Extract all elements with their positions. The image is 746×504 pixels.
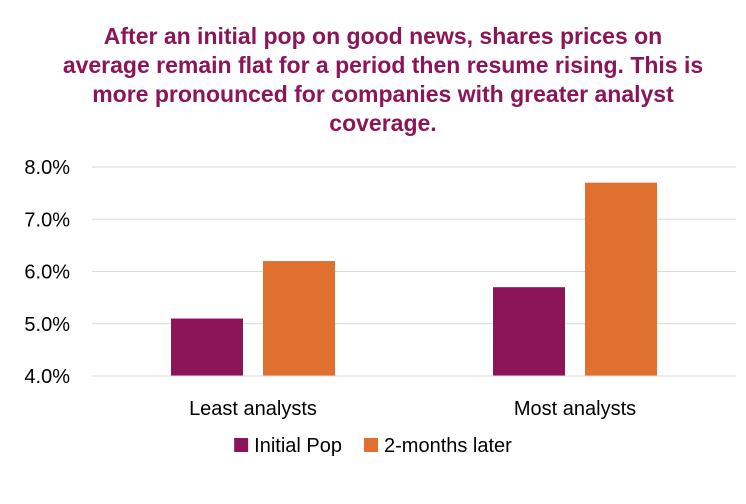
bar-2-months-later-0 xyxy=(263,261,335,376)
y-tick-label: 4.0% xyxy=(24,366,70,388)
x-category-label: Most analysts xyxy=(514,398,636,420)
bar-initial-pop-0 xyxy=(171,318,243,376)
x-axis-categories: Least analysts Most analysts xyxy=(189,398,636,420)
bars xyxy=(171,182,657,376)
chart-title: After an initial pop on good news, share… xyxy=(62,23,704,136)
legend-label: Initial Pop xyxy=(254,435,342,457)
legend-label: 2-months later xyxy=(384,435,512,457)
y-tick-label: 6.0% xyxy=(24,262,70,284)
legend-swatch xyxy=(364,438,378,452)
x-category-label: Least analysts xyxy=(189,398,317,420)
bar-2-months-later-1 xyxy=(585,182,657,376)
y-tick-label: 5.0% xyxy=(24,314,70,336)
legend-swatch xyxy=(234,438,249,452)
y-tick-label: 8.0% xyxy=(24,157,70,179)
legend: Initial Pop 2-months later xyxy=(234,435,512,457)
y-tick-label: 7.0% xyxy=(24,209,70,231)
y-axis-ticks: 4.0% 5.0% 6.0% 7.0% 8.0% xyxy=(24,157,70,388)
bar-initial-pop-1 xyxy=(493,287,565,376)
